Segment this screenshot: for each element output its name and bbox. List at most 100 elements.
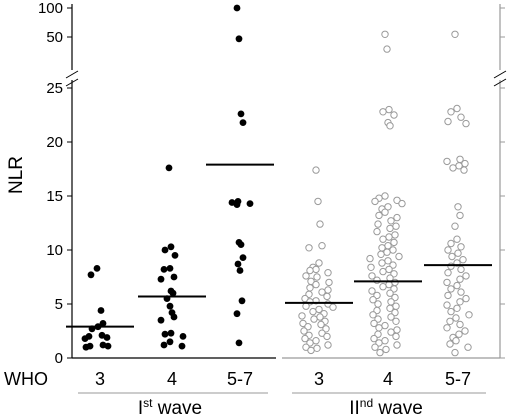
data-point xyxy=(395,252,403,261)
data-point xyxy=(456,275,464,283)
data-point xyxy=(170,273,178,281)
axis-break-right-2 xyxy=(493,78,507,87)
data-point xyxy=(307,346,315,355)
data-point xyxy=(93,265,101,272)
data-point xyxy=(312,265,320,274)
data-point xyxy=(391,231,399,239)
data-point xyxy=(443,278,451,287)
axis-break-left-2 xyxy=(65,78,79,87)
data-point xyxy=(375,211,383,220)
data-point xyxy=(447,239,455,248)
category-label: 5-7 xyxy=(227,369,253,389)
data-point xyxy=(169,289,177,297)
group-label-superscript: nd xyxy=(360,396,373,410)
data-point xyxy=(171,252,179,259)
data-point xyxy=(389,246,397,254)
data-point xyxy=(235,35,243,43)
data-point xyxy=(392,302,400,310)
x-axis-prefix-label: WHO xyxy=(4,369,48,389)
data-point xyxy=(374,220,382,228)
y-tick-label: 50 xyxy=(46,29,63,46)
data-point xyxy=(443,157,451,166)
data-point xyxy=(235,339,243,347)
data-point xyxy=(446,340,454,348)
data-point xyxy=(371,197,379,206)
data-point xyxy=(157,275,165,283)
data-point xyxy=(82,343,90,351)
data-point xyxy=(444,117,452,126)
data-point xyxy=(178,342,186,350)
y-tick-label: 100 xyxy=(38,0,63,17)
data-point xyxy=(448,252,456,261)
data-point xyxy=(237,110,245,118)
data-point xyxy=(381,208,389,216)
data-point xyxy=(385,105,393,114)
data-point xyxy=(386,304,394,312)
data-point xyxy=(373,276,381,284)
data-point xyxy=(447,262,455,270)
data-point xyxy=(383,45,391,53)
data-point xyxy=(325,278,333,287)
data-point xyxy=(236,267,244,274)
data-point xyxy=(452,337,460,345)
data-point xyxy=(444,246,452,254)
data-point xyxy=(246,200,254,208)
data-point xyxy=(393,196,401,205)
data-point xyxy=(453,304,461,312)
data-point xyxy=(166,265,174,272)
data-point xyxy=(368,287,376,295)
data-point xyxy=(310,315,318,323)
data-point xyxy=(447,285,455,293)
data-point xyxy=(370,319,378,328)
data-point xyxy=(81,335,89,342)
data-point xyxy=(387,217,395,225)
data-point xyxy=(329,303,337,311)
category-label: 3 xyxy=(314,369,324,389)
data-point xyxy=(443,301,451,309)
data-point xyxy=(451,30,459,38)
data-point xyxy=(299,319,307,328)
data-point xyxy=(166,302,174,310)
data-point xyxy=(453,235,461,243)
data-point xyxy=(97,307,105,314)
data-point xyxy=(381,192,389,200)
data-point xyxy=(87,271,95,279)
data-point xyxy=(317,320,325,329)
data-point xyxy=(160,341,168,349)
group-label-main: I xyxy=(138,398,143,419)
data-point xyxy=(392,222,400,230)
data-point xyxy=(393,341,401,349)
data-point xyxy=(373,227,381,236)
data-point xyxy=(386,224,394,233)
data-point xyxy=(370,334,378,343)
data-point xyxy=(386,122,394,130)
category-label: 4 xyxy=(383,369,393,389)
data-point xyxy=(179,333,187,340)
data-point xyxy=(99,320,107,327)
axes: 0 5 10 15 20 25 50 100 xyxy=(38,0,507,367)
data-point xyxy=(456,320,464,329)
data-point xyxy=(392,332,400,341)
data-point xyxy=(324,269,332,277)
data-point xyxy=(233,310,241,318)
data-point xyxy=(366,254,374,263)
data-point xyxy=(392,317,400,325)
data-point xyxy=(375,324,383,332)
data-point xyxy=(379,235,387,243)
y-tick-label: 0 xyxy=(55,350,63,367)
data-point xyxy=(167,243,175,251)
data-point xyxy=(161,246,169,254)
data-point xyxy=(239,254,247,261)
y-tick-label: 25 xyxy=(46,80,63,97)
data-point xyxy=(306,266,314,275)
group-label-1: Ist wave xyxy=(138,396,202,419)
data-point xyxy=(312,337,320,345)
data-point xyxy=(157,316,165,324)
data-point xyxy=(381,337,389,345)
data-point xyxy=(324,341,332,349)
data-point xyxy=(446,317,454,325)
data-point xyxy=(454,203,462,211)
data-point xyxy=(301,334,309,343)
